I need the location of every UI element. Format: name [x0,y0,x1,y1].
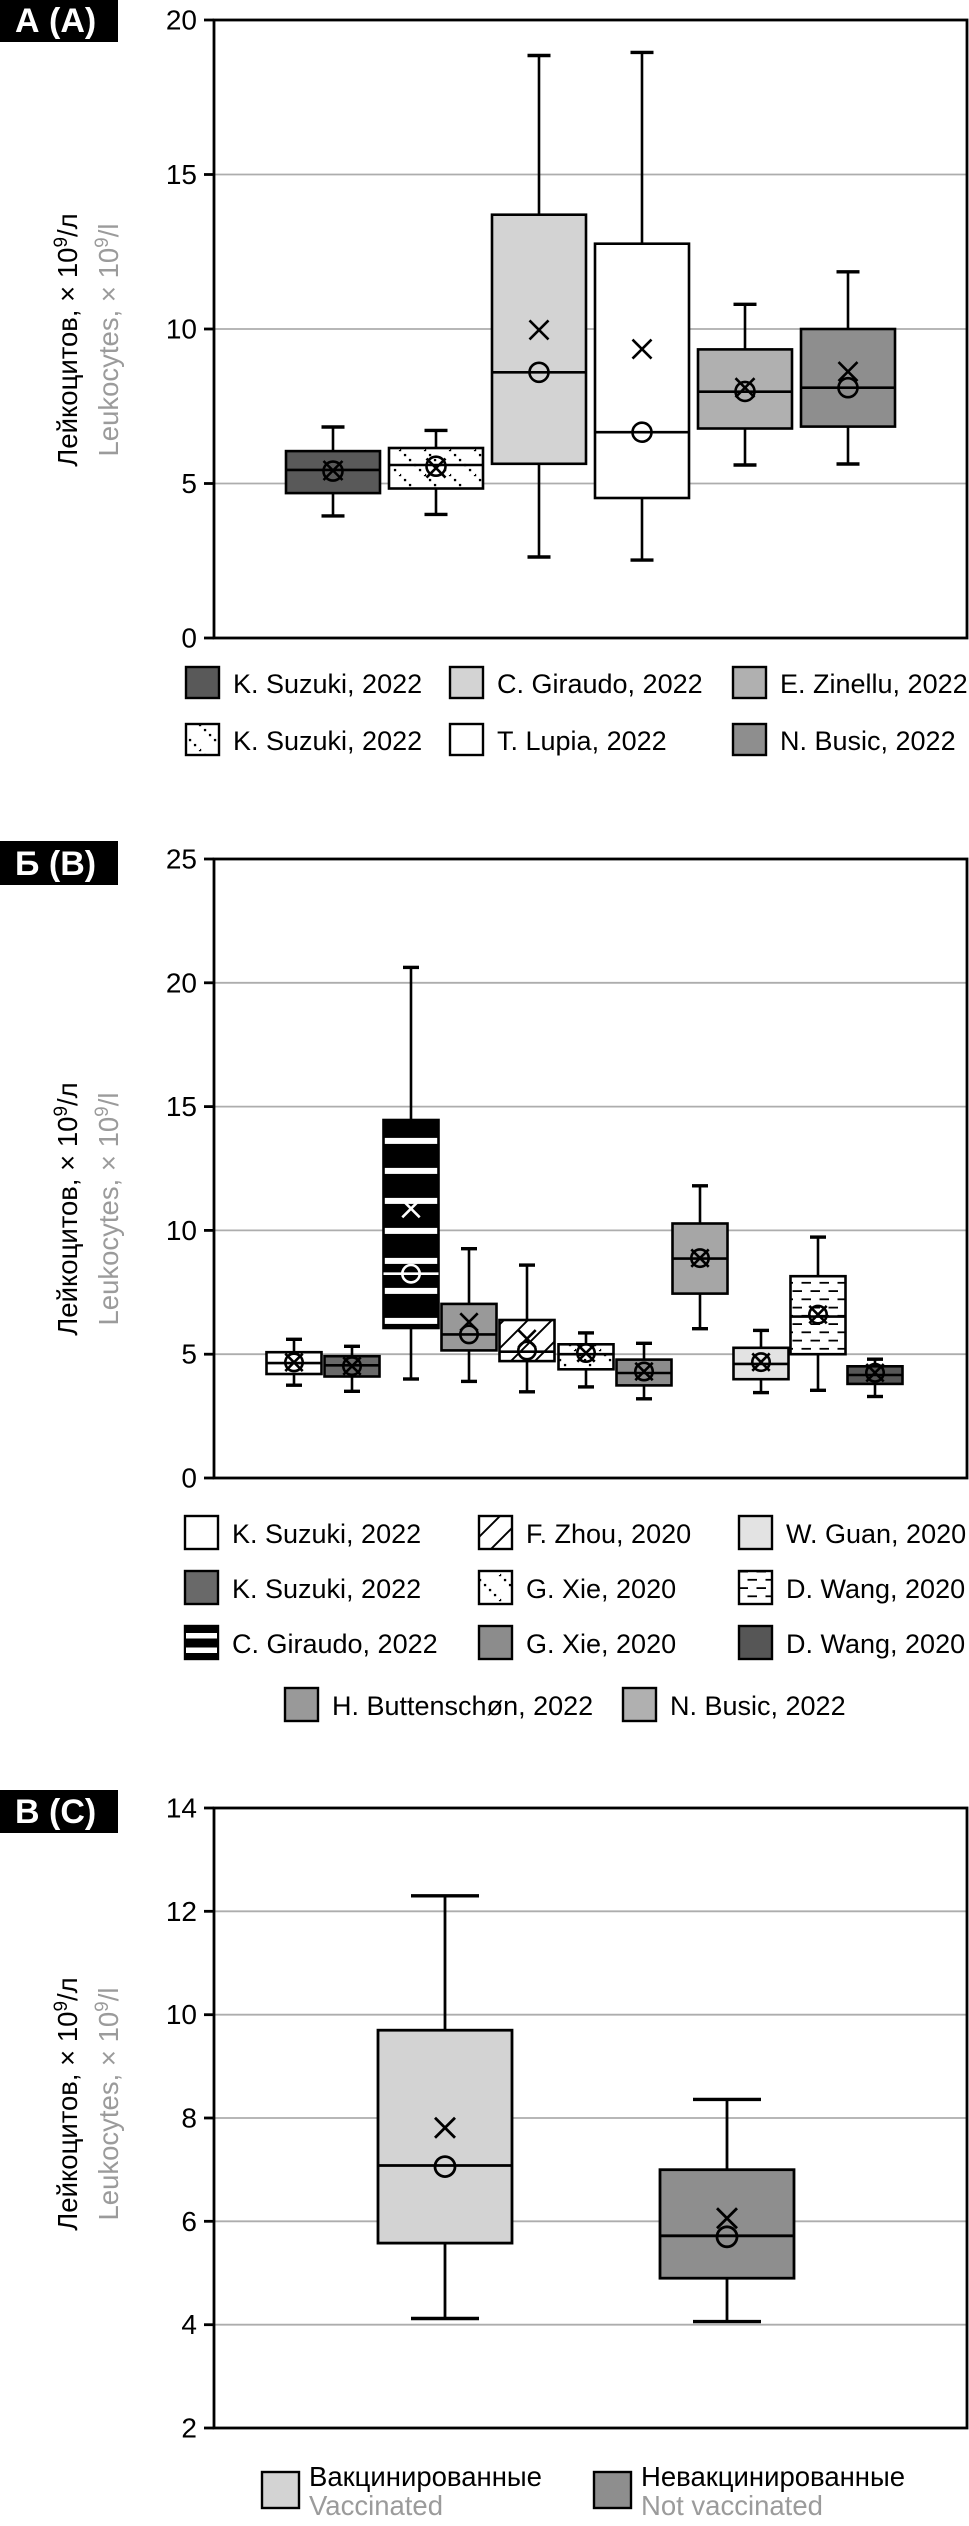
svg-text:5: 5 [181,468,197,499]
svg-text:10: 10 [166,314,197,345]
svg-text:20: 20 [166,967,197,998]
svg-text:G. Xie, 2020: G. Xie, 2020 [526,1629,676,1659]
svg-text:N. Busic, 2022: N. Busic, 2022 [670,1691,846,1721]
svg-text:20: 20 [166,5,197,36]
svg-text:K. Suzuki, 2022: K. Suzuki, 2022 [232,1519,421,1549]
svg-text:G. Xie, 2020: G. Xie, 2020 [526,1574,676,1604]
svg-text:10: 10 [166,1999,197,2030]
svg-text:Лейкоцитов, × 109/л: Лейкоцитов, × 109/л [51,1082,83,1335]
svg-text:Leukocytes, × 109/l: Leukocytes, × 109/l [92,1987,124,2220]
svg-text:Б (В): Б (В) [15,845,96,883]
svg-text:H. Buttenschøn, 2022: H. Buttenschøn, 2022 [332,1691,593,1721]
svg-text:2: 2 [181,2413,197,2444]
svg-text:12: 12 [166,1896,197,1927]
svg-text:K. Suzuki, 2022: K. Suzuki, 2022 [233,669,422,699]
svg-text:Лейкоцитов, × 109/л: Лейкоцитов, × 109/л [51,213,83,466]
svg-text:10: 10 [166,1215,197,1246]
svg-text:D. Wang, 2020: D. Wang, 2020 [786,1629,965,1659]
svg-text:T. Lupia, 2022: T. Lupia, 2022 [497,726,667,756]
svg-text:Невакцинированные: Невакцинированные [641,2461,905,2492]
svg-text:Вакцинированные: Вакцинированные [309,2461,542,2492]
svg-text:Not vaccinated: Not vaccinated [641,2490,823,2521]
svg-text:25: 25 [166,844,197,875]
svg-text:А (А): А (А) [15,2,96,40]
svg-text:C. Giraudo, 2022: C. Giraudo, 2022 [497,669,703,699]
svg-text:K. Suzuki, 2022: K. Suzuki, 2022 [233,726,422,756]
svg-text:Leukocytes, × 109/l: Leukocytes, × 109/l [92,223,124,456]
svg-text:15: 15 [166,159,197,190]
svg-text:8: 8 [181,2103,197,2134]
svg-text:Лейкоцитов, × 109/л: Лейкоцитов, × 109/л [51,1977,83,2230]
svg-text:0: 0 [181,623,197,654]
svg-text:Leukocytes, × 109/l: Leukocytes, × 109/l [92,1092,124,1325]
svg-text:E. Zinellu, 2022: E. Zinellu, 2022 [780,669,968,699]
svg-text:6: 6 [181,2206,197,2237]
svg-text:D. Wang, 2020: D. Wang, 2020 [786,1574,965,1604]
svg-text:W. Guan, 2020: W. Guan, 2020 [786,1519,966,1549]
svg-text:14: 14 [166,1793,197,1824]
svg-text:C. Giraudo, 2022: C. Giraudo, 2022 [232,1629,438,1659]
svg-text:K. Suzuki, 2022: K. Suzuki, 2022 [232,1574,421,1604]
svg-text:15: 15 [166,1091,197,1122]
svg-text:0: 0 [181,1463,197,1494]
svg-text:F. Zhou, 2020: F. Zhou, 2020 [526,1519,691,1549]
svg-text:4: 4 [181,2309,197,2340]
svg-text:N. Busic, 2022: N. Busic, 2022 [780,726,956,756]
svg-text:В (С): В (С) [15,1793,96,1831]
svg-text:5: 5 [181,1339,197,1370]
svg-text:Vaccinated: Vaccinated [309,2490,443,2521]
